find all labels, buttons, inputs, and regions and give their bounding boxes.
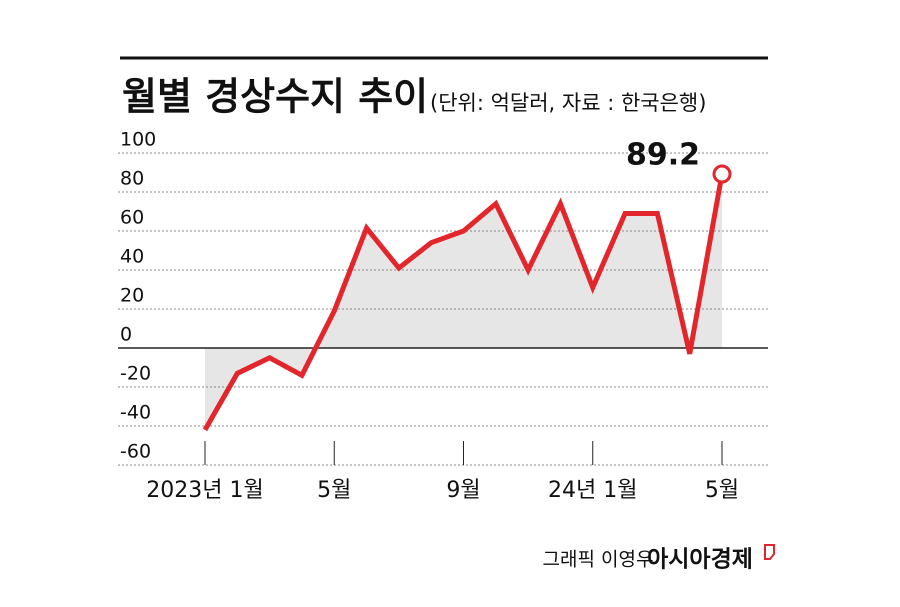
x-tick-label: 2023년 1월 [146,478,263,503]
x-tick-label: 24년 1월 [548,478,637,503]
line [202,173,725,432]
y-tick-label: 100 [120,129,156,151]
credit: 그래픽 이영우 [543,549,654,571]
y-tick-label: 80 [120,168,144,190]
area [205,174,722,430]
chart-title: 월별 경상수지 추이 [122,75,428,119]
y-tick-label: -60 [120,441,151,463]
value-label: 89.2 [626,138,700,173]
x-tick-label: 5월 [705,478,739,503]
y-tick-label: 0 [120,324,132,346]
chart-subtitle: (단위: 억달러, 자료 : 한국은행) [430,91,706,115]
y-tick-label: -40 [120,402,151,424]
last-point [712,164,732,184]
y-tick-label: -20 [120,363,151,385]
publisher-icon [764,544,775,560]
x-tick-label: 9월 [446,478,480,503]
publisher: 아시아경제 [647,547,753,573]
y-tick-label: 20 [120,285,144,307]
y-tick-label: 40 [120,246,144,268]
x-tick-label: 5월 [317,478,351,503]
y-tick-label: 60 [120,207,144,229]
